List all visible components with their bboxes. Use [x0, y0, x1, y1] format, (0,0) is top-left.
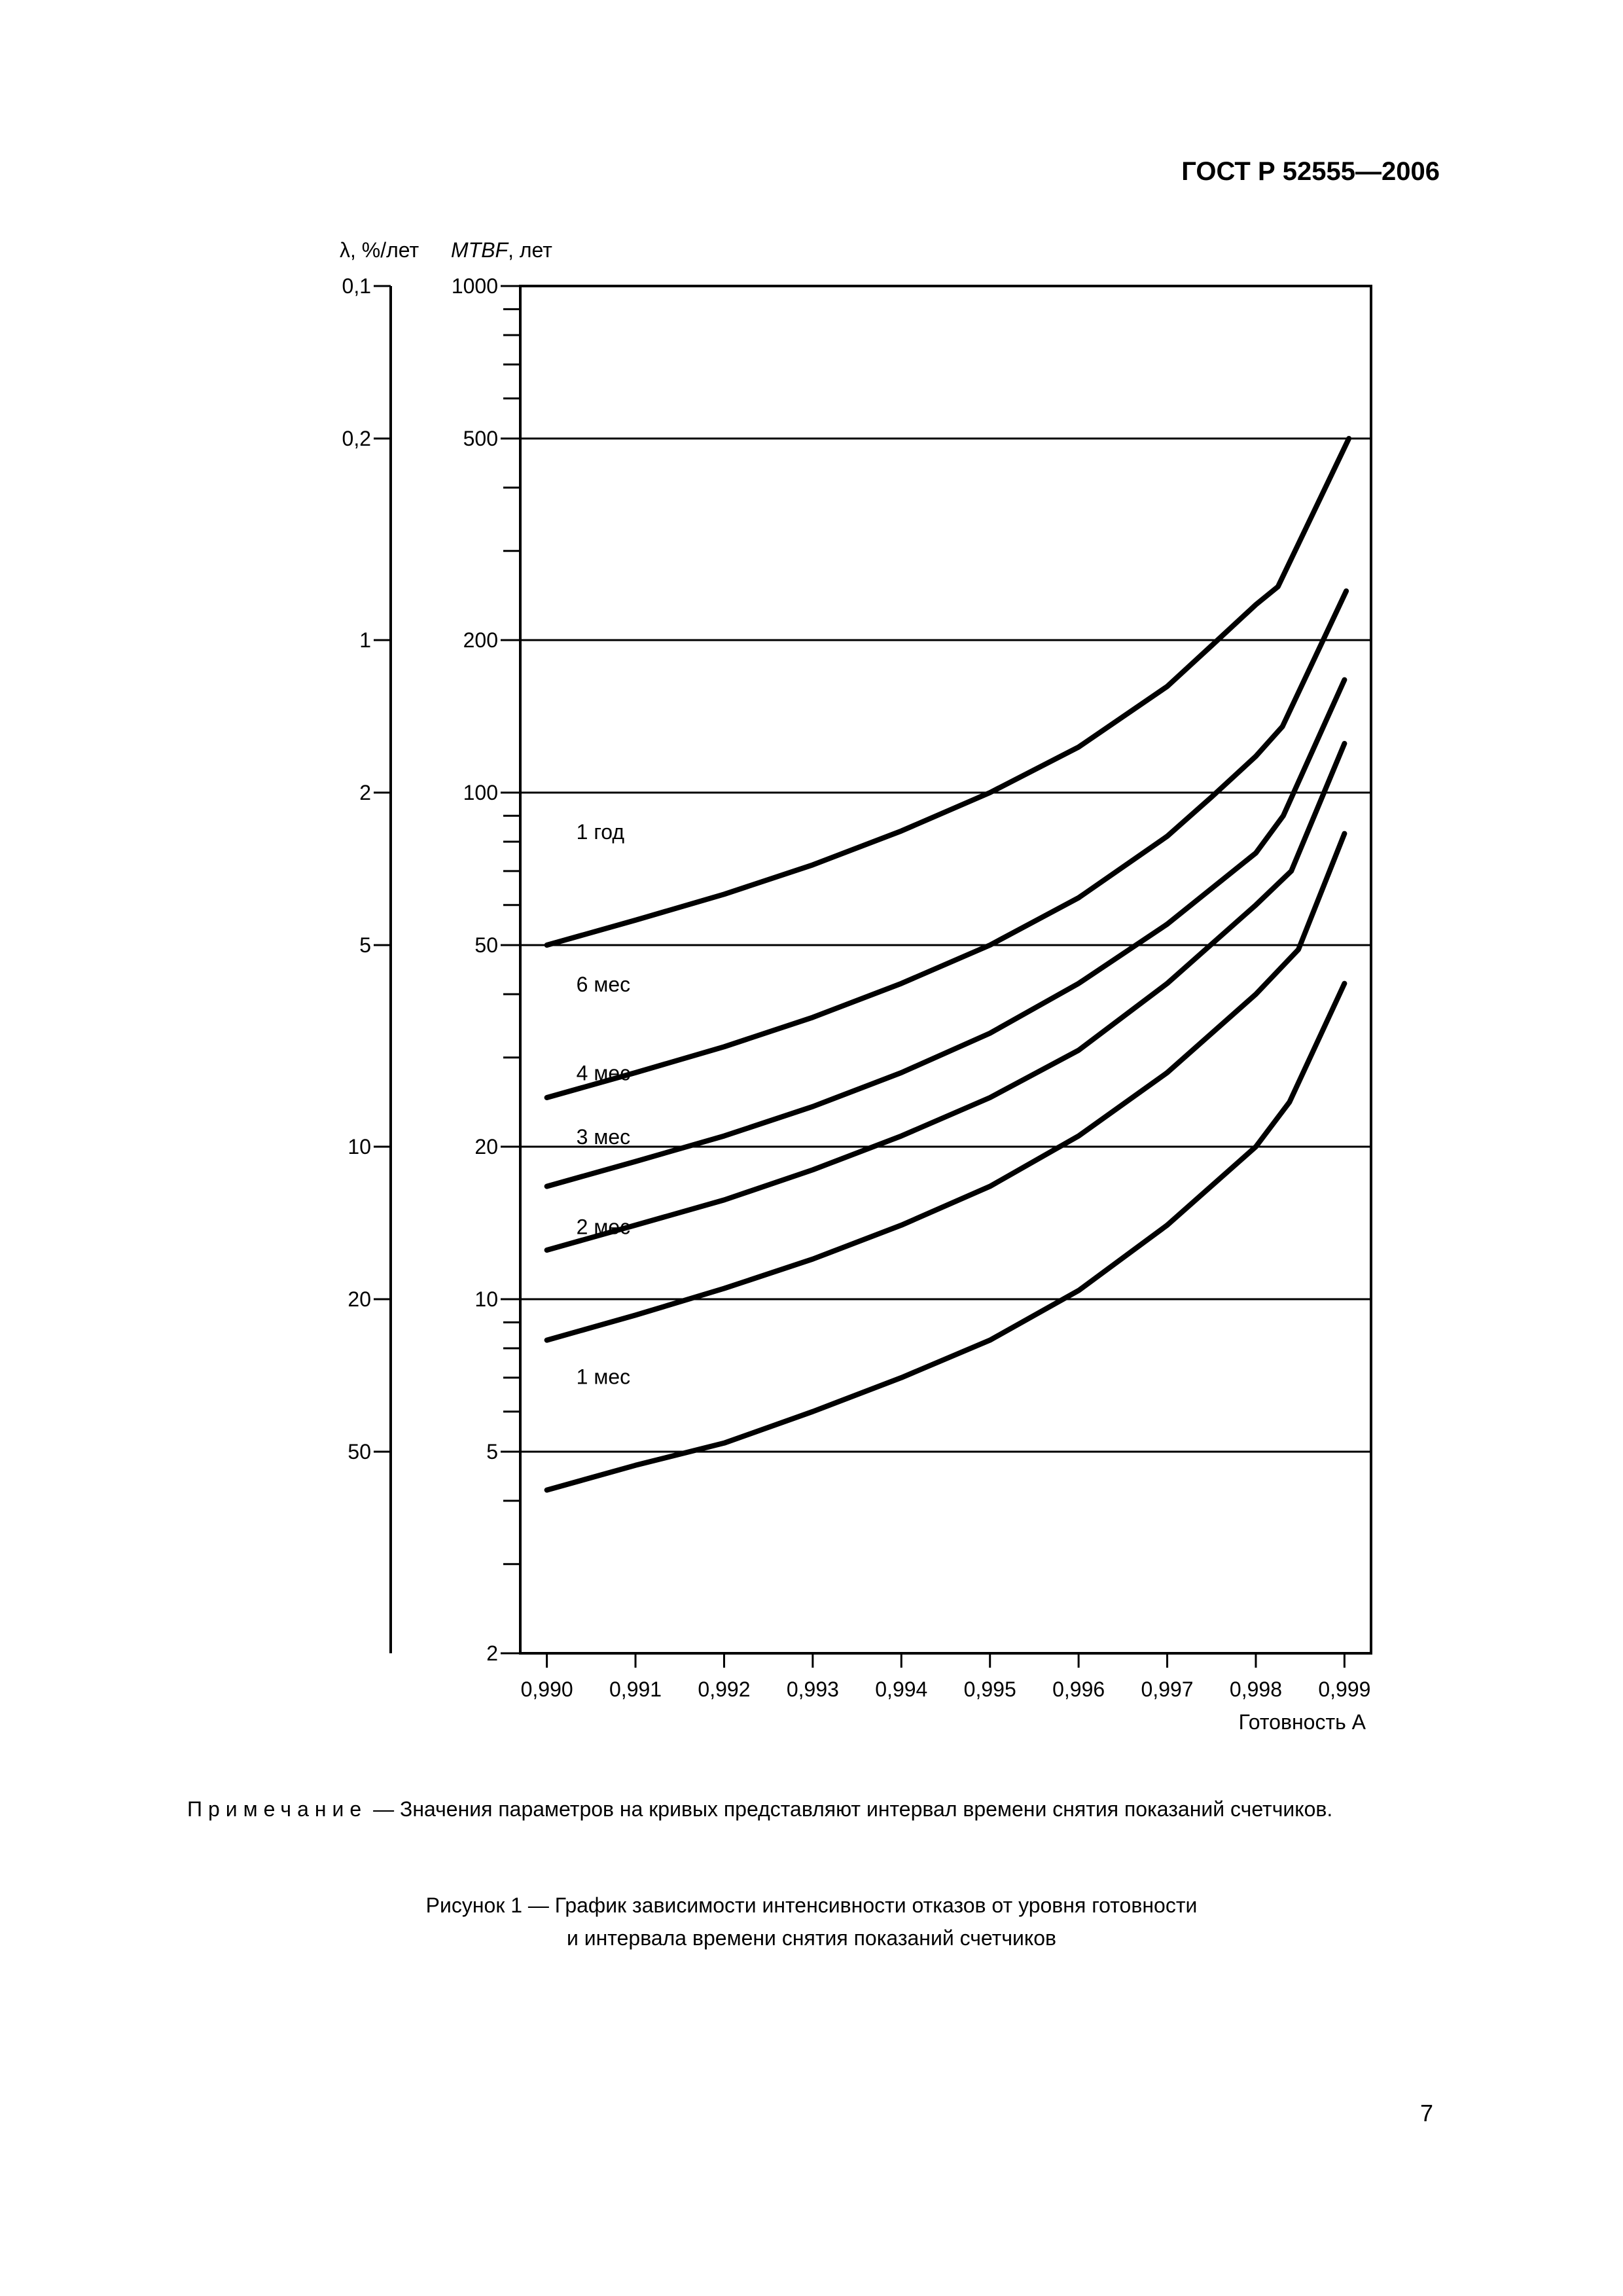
series-label-5: 2 мес: [577, 1215, 630, 1238]
lambda-axis-label: λ, %/лет: [340, 238, 419, 262]
x-tick-label: 0,990: [521, 1677, 573, 1701]
note-lead: Примечание: [187, 1797, 368, 1821]
mtbf-availability-chart: 1000 500 200 100 50 20 10 5 2 0,1 0,2 1 2 5 10 20 50 λ, %…: [340, 238, 1372, 1734]
lambda-tick-label: 50: [348, 1440, 371, 1463]
x-tick-label: 0,997: [1141, 1677, 1194, 1701]
note-text: — Значения параметров на кривых представ…: [367, 1797, 1333, 1821]
document-code: ГОСТ Р 52555—2006: [1181, 157, 1440, 186]
caption-line-1: Рисунок 1 — График зависимости интенсивн…: [425, 1893, 1198, 1917]
series-label-3: 4 мес: [577, 1061, 630, 1085]
x-axis-label: Готовность А: [1239, 1710, 1366, 1734]
y-tick-label: 2: [486, 1641, 498, 1665]
y-tick-label: 500: [463, 427, 498, 450]
y-tick-label: 1000: [452, 274, 498, 298]
series-line-2: [544, 588, 1349, 1100]
mtbf-axis-label-unit: , лет: [508, 238, 552, 262]
lambda-tick-label: 1: [359, 628, 371, 652]
mtbf-axis-label: MTBF, лет: [451, 238, 552, 262]
series-line-3: [544, 677, 1347, 1189]
x-tick-label: 0,992: [698, 1677, 750, 1701]
series-label-2: 6 мес: [577, 973, 630, 996]
series-line-5: [544, 831, 1347, 1343]
series-label-1: 1 год: [577, 820, 625, 844]
series-line-4: [544, 741, 1347, 1253]
plot-frame: [519, 285, 1372, 1655]
y-tick-label: 100: [463, 781, 498, 804]
figure-note: Примечание — Значения параметров на крив…: [115, 1793, 1444, 1825]
caption-line-2: и интервала времени снятия показаний сче…: [566, 1926, 1057, 1950]
page-number: 7: [1419, 2100, 1433, 2126]
y-tick-label: 20: [474, 1135, 498, 1158]
x-tick-label: 0,994: [875, 1677, 927, 1701]
figure-caption: Рисунок 1 — График зависимости интенсивн…: [0, 1889, 1623, 1954]
y-tick-label: 5: [486, 1440, 498, 1463]
series-label-6: 1 мес: [577, 1365, 630, 1388]
lambda-tick-label: 0,2: [342, 427, 371, 450]
series-line-1: [544, 436, 1352, 948]
x-tick-label: 0,998: [1230, 1677, 1282, 1701]
x-tick-label: 0,991: [609, 1677, 662, 1701]
lambda-tick-label: 5: [359, 933, 371, 957]
lambda-tick-label: 10: [348, 1135, 371, 1158]
y-tick-label: 50: [474, 933, 498, 957]
mtbf-axis-label-italic: MTBF: [451, 238, 510, 262]
x-tick-label: 0,996: [1052, 1677, 1105, 1701]
x-tick-label: 0,993: [787, 1677, 839, 1701]
series-label-4: 3 мес: [577, 1125, 630, 1149]
series-line-6: [544, 980, 1347, 1493]
y-tick-label: 10: [474, 1287, 498, 1311]
y-tick-label: 200: [463, 628, 498, 652]
x-tick-label: 0,995: [964, 1677, 1016, 1701]
x-tick-label: 0,999: [1318, 1677, 1370, 1701]
lambda-tick-label: 20: [348, 1287, 371, 1311]
lambda-tick-label: 0,1: [342, 274, 371, 298]
lambda-tick-label: 2: [359, 781, 371, 804]
